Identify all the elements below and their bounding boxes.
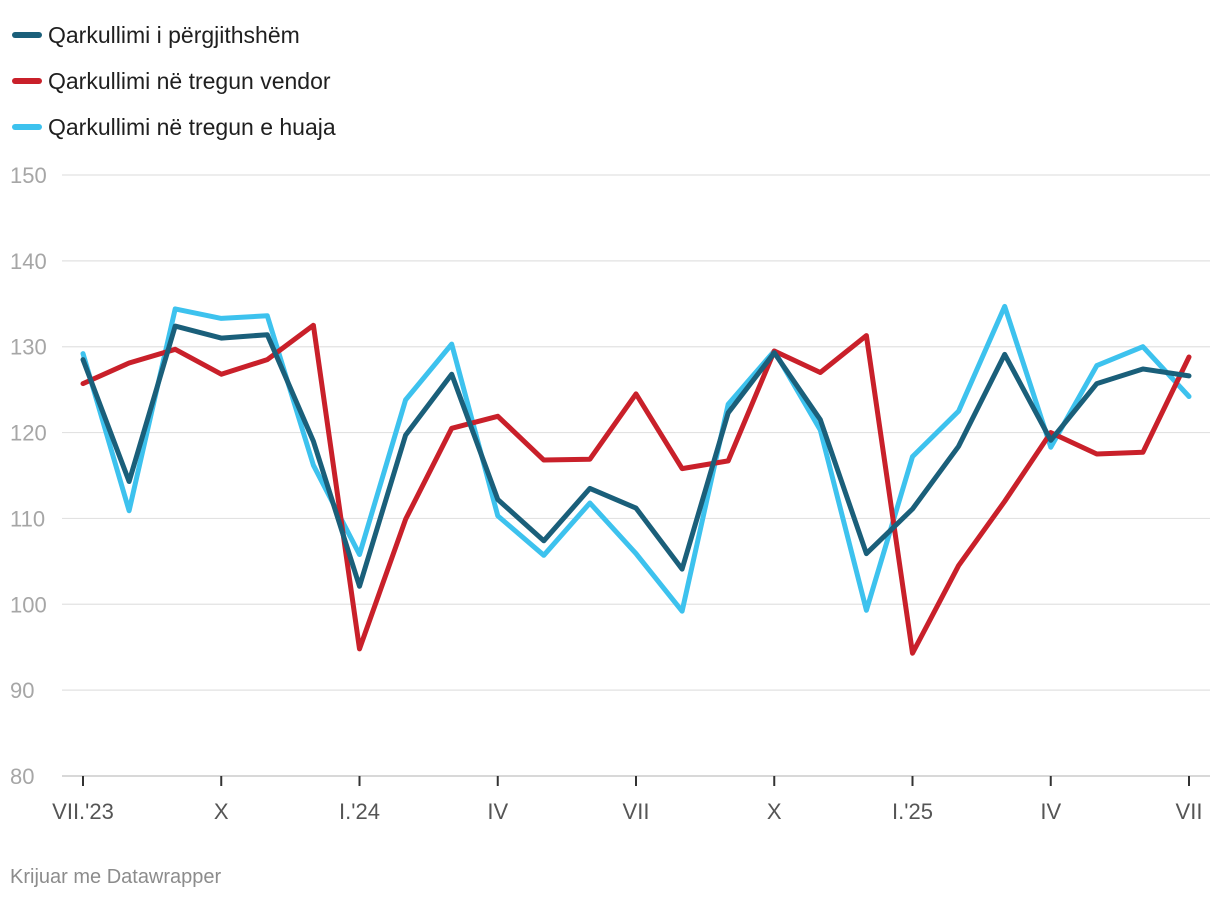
y-tick-label: 100: [10, 592, 47, 617]
y-tick-label: 90: [10, 678, 34, 703]
series-lines: [80, 303, 1192, 656]
x-tick-label: I.'24: [339, 799, 380, 824]
y-tick-label: 110: [10, 506, 45, 531]
legend-label-domestic: Qarkullimi në tregun vendor: [48, 67, 331, 94]
x-tick-label: I.'25: [892, 799, 933, 824]
y-tick-label: 80: [10, 764, 34, 789]
footer-credit: Krijuar me Datawrapper: [10, 866, 222, 888]
x-tick-label: X: [767, 799, 782, 824]
legend-label-total: Qarkullimi i përgjithshëm: [48, 21, 300, 48]
x-tick-label: IV: [487, 799, 508, 824]
x-tick-label: VII.'23: [52, 799, 114, 824]
gridlines: 80 90 100 110 120 130 140 150: [10, 163, 1210, 789]
legend-swatch-domestic: [12, 78, 42, 84]
x-tick-label: VII: [623, 799, 650, 824]
series-line-0: [80, 323, 1192, 589]
legend-item-domestic: Qarkullimi në tregun vendor: [12, 58, 336, 104]
x-tick-label: IV: [1040, 799, 1061, 824]
legend-item-foreign: Qarkullimi në tregun e huaja: [12, 104, 336, 150]
y-tick-label: 120: [10, 421, 47, 446]
legend-item-total: Qarkullimi i përgjithshëm: [12, 12, 336, 58]
x-axis: VII.'23 X I.'24 IV VII X I.'25 IV VII: [52, 776, 1202, 824]
y-tick-label: 140: [10, 249, 47, 274]
legend-swatch-total: [12, 32, 42, 38]
legend: Qarkullimi i përgjithshëm Qarkullimi në …: [12, 12, 336, 150]
series-line-2: [80, 303, 1192, 614]
y-tick-label: 150: [10, 163, 47, 188]
y-tick-label: 130: [10, 335, 47, 360]
legend-label-foreign: Qarkullimi në tregun e huaja: [48, 113, 336, 140]
x-tick-label: VII: [1176, 799, 1203, 824]
x-tick-label: X: [214, 799, 229, 824]
series-line-1: [80, 322, 1192, 656]
legend-swatch-foreign: [12, 124, 42, 130]
